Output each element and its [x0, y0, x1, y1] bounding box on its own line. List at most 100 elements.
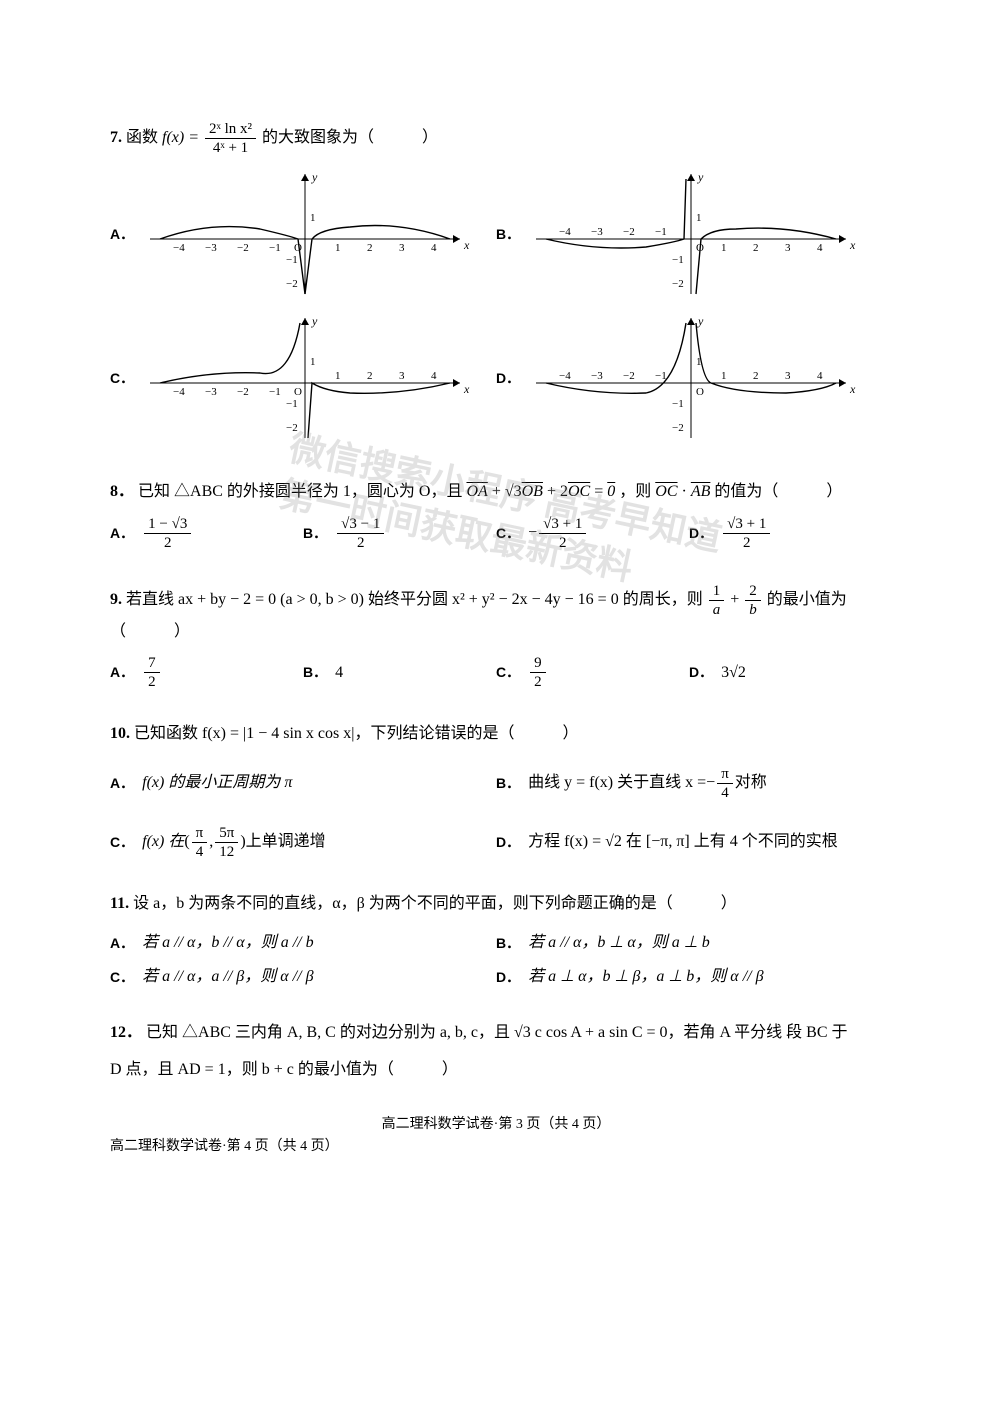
svg-text:−2: −2: [286, 422, 298, 434]
svg-text:2: 2: [753, 242, 759, 254]
svg-text:1: 1: [721, 370, 727, 382]
q8-stem-c: 的值为（ ）: [714, 483, 842, 500]
q7-label-A: A．: [110, 223, 134, 245]
q8-C-neg: −: [528, 520, 537, 546]
q10-B-suffix: 对称: [735, 770, 767, 796]
q8-options: A． 1 − √32 B． √3 − 12 C． − √3 + 12 D． √3…: [110, 515, 882, 560]
page-footer: 高二理科数学试卷·第 3 页（共 4 页） 高二理科数学试卷·第 4 页（共 4…: [110, 1113, 882, 1155]
q8-D-den: 2: [723, 534, 770, 552]
q8-A-label: A．: [110, 522, 134, 544]
svg-text:−1: −1: [269, 386, 281, 398]
q8-opt-B: B． √3 − 12: [303, 515, 496, 552]
q7-stem-suffix: 的大致图象为（ ）: [262, 129, 438, 146]
q8-C-label: C．: [496, 522, 520, 544]
svg-text:−3: −3: [591, 226, 603, 238]
svg-text:y: y: [697, 314, 704, 328]
q11-opt-C: C． 若 a // α，a // β，则 α // β: [110, 964, 496, 990]
q7-graph-D: x y O 1 −1 −2 −4−3−2−1 1234: [526, 313, 856, 443]
svg-text:x: x: [849, 382, 856, 396]
question-12: 12． 已知 △ABC 三内角 A, B, C 的对边分别为 a, b, c，且…: [110, 1020, 882, 1083]
q7-chart-D: D． x y O 1 −1 −2 −4−3−2−1 1234: [496, 313, 882, 443]
q9-opt-C: C． 92: [496, 654, 689, 691]
question-7: 7. 函数 f(x) = 2ˣ ln x² 4ˣ + 1 的大致图象为（ ） A…: [110, 120, 882, 457]
svg-text:−1: −1: [286, 398, 298, 410]
q7-chart-B: B． x y O 1 −1 −2 −4−3−2−1 1234: [496, 169, 882, 299]
svg-text:−2: −2: [237, 386, 249, 398]
svg-text:y: y: [311, 314, 318, 328]
q10-A-text: f(x) 的最小正周期为 π: [142, 770, 292, 796]
q8-C-num: √3 + 1: [539, 515, 586, 534]
exam-page: 7. 函数 f(x) = 2ˣ ln x² 4ˣ + 1 的大致图象为（ ） A…: [0, 0, 992, 1197]
q8-number: 8．: [110, 483, 134, 500]
svg-text:1: 1: [310, 356, 316, 368]
q8-vec-zero: 0: [607, 483, 615, 500]
svg-text:−2: −2: [286, 278, 298, 290]
q9-opt-A: A． 72: [110, 654, 303, 691]
q10-options: A． f(x) 的最小正周期为 π B． 曲线 y = f(x) 关于直线 x …: [110, 765, 882, 869]
q7-graph-A: x y O 1 −1 −2 −4−3−2−1 1234: [140, 169, 470, 299]
q7-label-D: D．: [496, 367, 520, 389]
q9-options: A． 72 B． 4 C． 92 D． 3√2: [110, 654, 882, 699]
svg-text:x: x: [463, 382, 470, 396]
svg-text:−3: −3: [205, 386, 217, 398]
svg-text:−1: −1: [672, 398, 684, 410]
q10-B-label: B．: [496, 772, 520, 794]
svg-text:−3: −3: [205, 242, 217, 254]
q10-C-f2d: 12: [215, 843, 238, 861]
q11-options: A． 若 a // α，b // α，则 a // b B． 若 a // α，…: [110, 930, 882, 997]
q8-stem-a: 已知 △ABC 的外接圆半径为 1，圆心为 O，且: [138, 483, 466, 500]
svg-text:−4: −4: [559, 226, 571, 238]
svg-text:−2: −2: [623, 226, 635, 238]
q8-B-den: 2: [337, 534, 384, 552]
q8-D-num: √3 + 1: [723, 515, 770, 534]
q11-D-text: 若 a ⊥ α，b ⊥ β，a ⊥ b，则 α // β: [528, 964, 763, 990]
q8-vec-oc: OC: [568, 483, 590, 500]
svg-text:−4: −4: [173, 386, 185, 398]
q11-B-label: B．: [496, 932, 520, 954]
q8-vec-ob: OB: [522, 483, 543, 500]
q7-func: f(x) =: [162, 129, 203, 146]
q7-frac-num: 2ˣ ln x²: [205, 120, 256, 139]
q9-f2d: b: [745, 601, 761, 619]
q9-C-label: C．: [496, 661, 520, 683]
svg-text:−4: −4: [173, 242, 185, 254]
svg-text:1: 1: [721, 242, 727, 254]
svg-text:−1: −1: [672, 254, 684, 266]
svg-text:1: 1: [335, 370, 341, 382]
q10-B-neg: −: [706, 770, 715, 796]
q10-C-label: C．: [110, 831, 134, 853]
q10-C-f2n: 5π: [215, 824, 238, 843]
q9-C-den: 2: [530, 673, 546, 691]
q11-stem: 设 a，b 为两条不同的直线，α，β 为两个不同的平面，则下列命题正确的是（ ）: [133, 895, 737, 912]
q9-stem-a: 若直线 ax + by − 2 = 0 (a > 0, b > 0) 始终平分圆…: [126, 591, 707, 608]
q8-opt-A: A． 1 − √32: [110, 515, 303, 552]
q9-f1d: a: [709, 601, 725, 619]
q8-stem-b: ，则: [619, 483, 655, 500]
svg-text:4: 4: [817, 370, 823, 382]
q8-vec-oc2: OC: [655, 483, 677, 500]
q10-A-label: A．: [110, 772, 134, 794]
question-9: 9. 若直线 ax + by − 2 = 0 (a > 0, b > 0) 始终…: [110, 582, 882, 700]
svg-text:1: 1: [310, 212, 316, 224]
q8-vec-ab: AB: [691, 483, 711, 500]
svg-text:−2: −2: [623, 370, 635, 382]
q8-vec-expr: OA: [466, 483, 487, 500]
question-11: 11. 设 a，b 为两条不同的直线，α，β 为两个不同的平面，则下列命题正确的…: [110, 891, 882, 998]
q10-B-fd: 4: [717, 784, 733, 802]
q11-C-label: C．: [110, 966, 134, 988]
question-8: 8． 已知 △ABC 的外接圆半径为 1，圆心为 O，且 OA + √3OB +…: [110, 479, 882, 560]
q9-number: 9.: [110, 591, 122, 608]
svg-text:3: 3: [785, 370, 791, 382]
q10-opt-B: B． 曲线 y = f(x) 关于直线 x = − π4 对称: [496, 765, 882, 802]
q8-B-num: √3 − 1: [337, 515, 384, 534]
q9-D-val: 3√2: [721, 660, 746, 686]
q10-D-text: 方程 f(x) = √2 在 [−π, π] 上有 4 个不同的实根: [528, 829, 838, 855]
q11-A-text: 若 a // α，b // α，则 a // b: [142, 930, 313, 956]
svg-text:y: y: [311, 170, 318, 184]
svg-text:−1: −1: [655, 226, 667, 238]
q7-graph-B: x y O 1 −1 −2 −4−3−2−1 1234: [526, 169, 856, 299]
q7-label-B: B．: [496, 223, 520, 245]
footer-line-1: 高二理科数学试卷·第 3 页（共 4 页）: [110, 1113, 882, 1133]
q9-D-label: D．: [689, 661, 713, 683]
q10-number: 10.: [110, 725, 130, 742]
